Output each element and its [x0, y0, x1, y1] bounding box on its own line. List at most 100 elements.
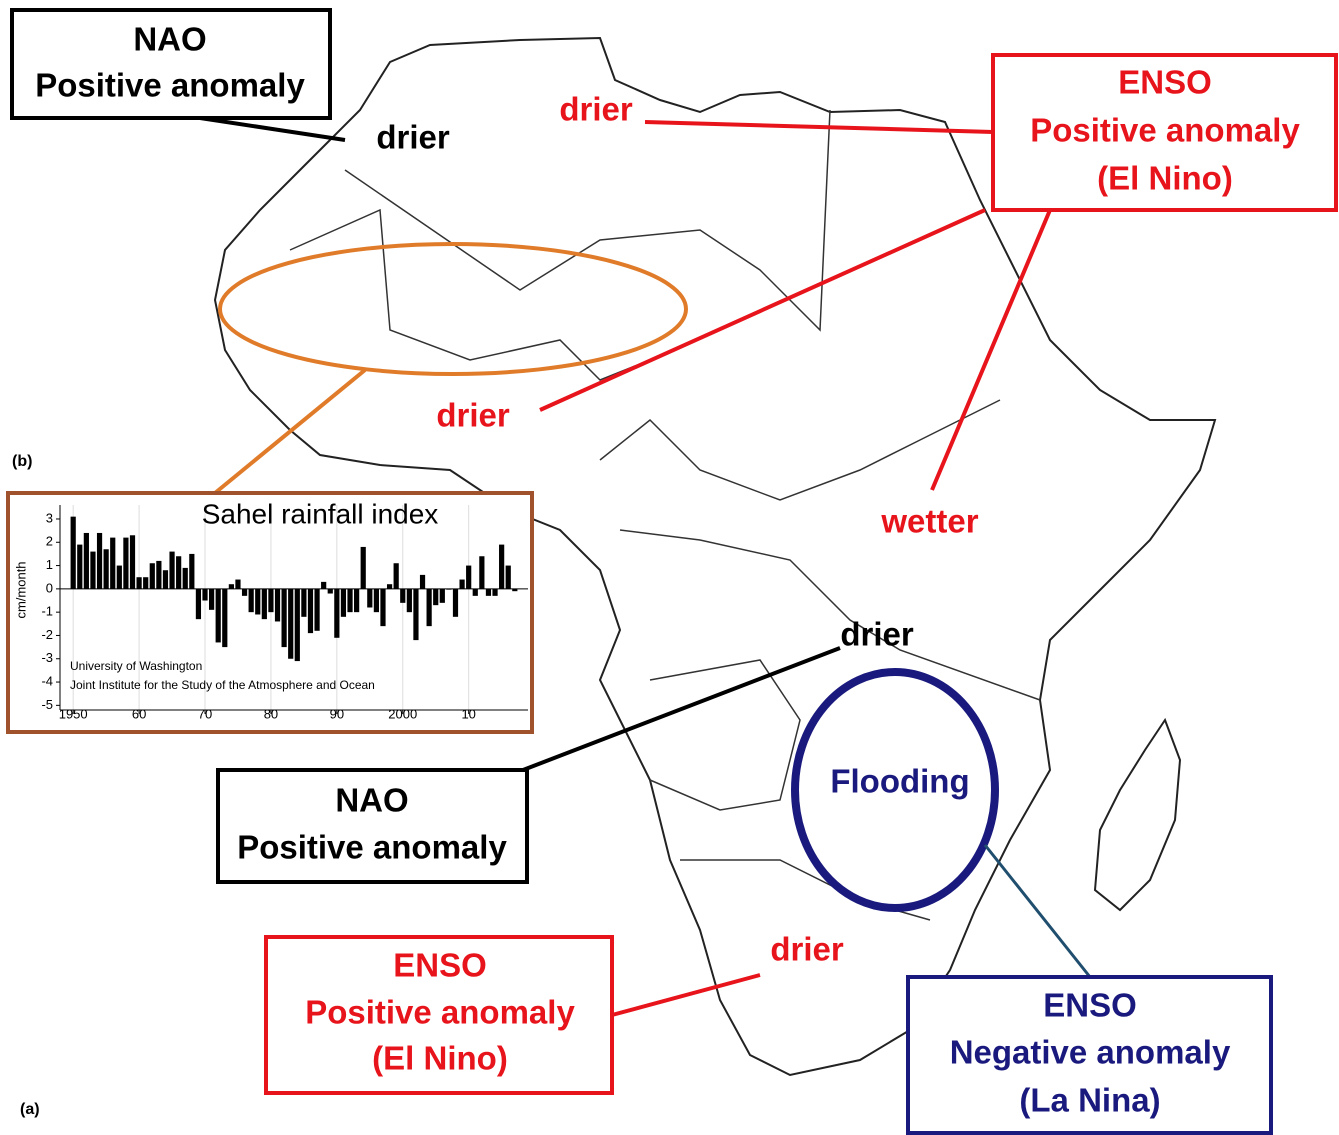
- bar: [268, 588, 274, 613]
- bar: [485, 588, 492, 596]
- bar: [90, 551, 96, 589]
- bar: [83, 532, 89, 589]
- bar: [354, 588, 360, 613]
- bar: [419, 574, 426, 589]
- bar: [235, 579, 241, 589]
- sahel-ellipse: [218, 242, 688, 376]
- bar: [129, 535, 136, 589]
- bar: [386, 584, 393, 589]
- africa-outline: [213, 36, 1217, 1077]
- bar: [222, 588, 228, 648]
- bar: [472, 588, 478, 596]
- bar: [215, 588, 221, 643]
- annotation-text: ENSO: [1118, 64, 1212, 101]
- region-label: drier: [436, 397, 510, 434]
- bar: [96, 532, 103, 589]
- flooding-ellipse: [791, 668, 999, 912]
- bar: [406, 588, 412, 613]
- annotation-text: (El Nino): [1097, 160, 1233, 197]
- annotation-text: ENSO: [393, 947, 487, 984]
- y-tick-label: -3: [41, 650, 53, 665]
- bar: [479, 556, 485, 589]
- bar: [334, 588, 340, 638]
- annotation-text: Positive anomaly: [305, 994, 575, 1031]
- bar: [327, 588, 333, 594]
- bar: [156, 560, 162, 589]
- bar: [176, 556, 182, 589]
- bar: [380, 588, 386, 627]
- bar: [288, 588, 294, 659]
- connectors: [199, 116, 1092, 1017]
- annotation-box: [991, 53, 1338, 212]
- inset-frame: [6, 491, 534, 734]
- annotation-text: (El Nino): [372, 1040, 508, 1077]
- x-tick-label: 70: [198, 706, 212, 721]
- bar: [136, 577, 142, 589]
- panel-label: (b): [12, 453, 32, 470]
- y-tick-label: 2: [46, 534, 53, 549]
- annotation-text: Positive anomaly: [35, 67, 305, 104]
- y-tick-label: 1: [46, 557, 53, 572]
- inset-chart: 1950 60 70 80 90 2000 10 -5 -4 -3 -2 -1 0 1 2 3 Sahel ra…: [13, 498, 528, 721]
- bar: [367, 588, 373, 608]
- bar: [162, 570, 169, 589]
- bar: [228, 584, 234, 589]
- bar: [492, 588, 498, 596]
- bar: [340, 588, 347, 617]
- bar: [301, 588, 307, 617]
- bar: [202, 588, 208, 601]
- bar: [459, 579, 465, 589]
- bar: [116, 565, 122, 589]
- annotation-text: NAO: [335, 782, 408, 819]
- bar: [433, 588, 439, 606]
- madagascar: [1093, 717, 1182, 912]
- bar: [466, 565, 472, 589]
- bar: [189, 553, 195, 589]
- y-tick-label: -5: [41, 697, 53, 712]
- bar: [439, 588, 445, 603]
- annotation-text: Positive anomaly: [237, 829, 507, 866]
- bar: [169, 551, 175, 589]
- bar: [281, 588, 287, 648]
- x-tick-label: 90: [330, 706, 344, 721]
- x-tick-label: 10: [461, 706, 475, 721]
- annotation-box: [10, 8, 332, 120]
- bar: [143, 577, 149, 589]
- bar: [373, 588, 379, 613]
- bar: [393, 563, 399, 589]
- region-label: drier: [376, 119, 450, 156]
- panel-label: (a): [20, 1101, 40, 1118]
- region-label: wetter: [880, 503, 978, 540]
- bar: [452, 588, 459, 617]
- bar: [77, 544, 83, 589]
- annotation-text: (La Nina): [1019, 1082, 1160, 1119]
- region-label: Flooding: [830, 763, 969, 800]
- bar: [426, 588, 432, 627]
- annotation-box: [216, 768, 529, 884]
- x-tick-label: 2000: [388, 706, 417, 721]
- bar: [347, 588, 353, 613]
- connector: [213, 368, 367, 495]
- annotation-text: Negative anomaly: [950, 1034, 1231, 1071]
- region-label: drier: [559, 91, 633, 128]
- bar: [294, 588, 300, 662]
- y-tick-label: 3: [46, 510, 53, 525]
- bar: [512, 588, 518, 592]
- bar: [248, 588, 254, 613]
- chart-note: University of Washington: [70, 659, 202, 673]
- bar: [195, 588, 202, 620]
- bar: [241, 588, 248, 596]
- annotation-box: [264, 935, 614, 1095]
- region-label: drier: [840, 616, 914, 653]
- bar: [70, 516, 76, 589]
- bar: [505, 565, 511, 589]
- annotation-box: [906, 975, 1273, 1135]
- bar: [360, 546, 366, 589]
- bar: [103, 549, 109, 589]
- bar: [261, 588, 267, 620]
- x-tick-label: 60: [132, 706, 146, 721]
- chart-title: Sahel rainfall index: [202, 498, 439, 529]
- bar: [255, 588, 261, 615]
- x-tick-label: 1950: [59, 706, 88, 721]
